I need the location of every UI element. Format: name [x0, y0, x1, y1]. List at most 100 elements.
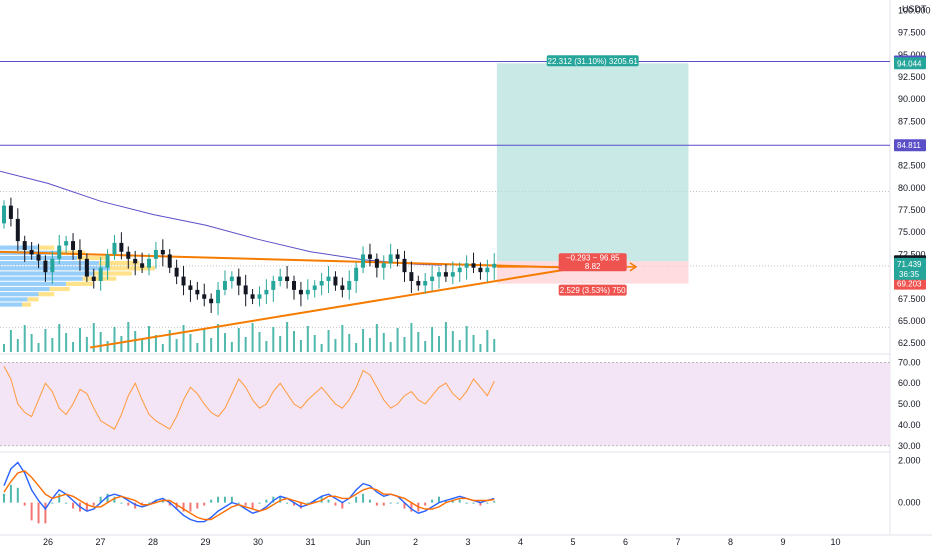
macd-histogram-bar — [334, 502, 337, 506]
candle-body — [64, 241, 69, 246]
candle-body — [423, 281, 428, 286]
candle-body — [188, 285, 193, 290]
candle-body — [133, 258, 138, 264]
volume-bar — [375, 324, 378, 352]
candle-body — [105, 254, 110, 268]
price-tick-label: 72.500 — [898, 249, 926, 259]
candle-body — [271, 281, 276, 290]
volume-bar — [306, 326, 309, 352]
candle-body — [437, 272, 442, 277]
macd-histogram-bar — [465, 502, 468, 504]
volume-profile-bar — [0, 245, 39, 250]
volume-bar — [272, 327, 275, 352]
volume-profile-bar — [99, 261, 140, 266]
candle-body — [354, 267, 359, 282]
volume-bar — [210, 338, 213, 352]
time-tick-label: 7 — [675, 537, 680, 547]
candle-body — [388, 254, 393, 264]
volume-bar — [134, 331, 137, 352]
volume-profile-bar — [38, 245, 55, 250]
time-tick-label: 26 — [43, 537, 53, 547]
center-label-1: −0.293 ~ 96.85 — [566, 254, 620, 263]
time-tick-label: Jun — [356, 537, 371, 547]
price-tick-label: 95.000 — [898, 50, 926, 60]
volume-bar — [168, 330, 171, 352]
price-badge — [894, 139, 926, 152]
price-tick-label: 97.500 — [898, 28, 926, 38]
macd-histogram-bar — [230, 496, 233, 503]
volume-bar — [465, 326, 468, 352]
volume-bar — [493, 339, 496, 352]
macd-histogram-bar — [44, 502, 47, 524]
candle-body — [395, 254, 400, 259]
price-tick-label: 77.500 — [898, 205, 926, 215]
macd-histogram-bar — [189, 502, 192, 512]
volume-profile-bar — [49, 286, 70, 292]
volume-profile-bar — [66, 281, 93, 286]
time-tick-label: 10 — [830, 537, 840, 547]
price-tick-label: 100.000 — [898, 5, 931, 15]
volume-bar — [78, 328, 81, 352]
stop-label: 2.529 (3.53%) 750 — [560, 286, 626, 295]
candle-body — [167, 254, 172, 268]
volume-bar — [396, 328, 399, 352]
countdown-label: 36:35 — [899, 270, 920, 279]
macd-histogram-bar — [210, 499, 213, 503]
macd-tick-label: 0.000 — [898, 498, 921, 508]
candle-body — [326, 276, 331, 282]
candle-body — [98, 267, 103, 282]
candle-body — [285, 276, 290, 282]
macd-histogram-bar — [99, 496, 102, 503]
price-tick-label: 62.500 — [898, 338, 926, 348]
candle-body — [305, 289, 310, 295]
candle-body — [195, 289, 200, 295]
macd-histogram-bar — [85, 502, 88, 512]
macd-histogram-bar — [375, 502, 378, 506]
projection-arrow-head — [629, 262, 638, 272]
candle-body — [409, 272, 414, 282]
volume-bar — [37, 343, 40, 352]
price-badge-label: 71.439 — [897, 260, 922, 269]
stop-label-box — [558, 284, 627, 296]
macd-histogram-bar — [148, 502, 151, 504]
macd-histogram-bar — [424, 502, 427, 506]
candle-body — [15, 218, 20, 242]
macd-histogram-bar — [265, 499, 268, 503]
macd-histogram-bar — [389, 502, 392, 504]
volume-bar — [299, 340, 302, 352]
price-tick-label: 65.000 — [898, 316, 926, 326]
macd-histogram-bar — [203, 502, 206, 506]
volume-bar — [230, 342, 233, 352]
candle-body — [264, 289, 269, 295]
volume-bar — [279, 336, 282, 352]
target-label: 22.312 (31.10%) 3205.61 — [548, 57, 639, 66]
volume-profile-bar — [0, 276, 83, 281]
macd-histogram-bar — [217, 496, 220, 503]
volume-bar — [479, 344, 482, 352]
candle-body — [112, 242, 117, 255]
volume-bar — [313, 335, 316, 352]
candle-body — [126, 251, 131, 259]
candle-body — [443, 272, 448, 277]
volume-bar — [92, 323, 95, 352]
macd-histogram-bar — [403, 502, 406, 509]
volume-profile-bar — [0, 297, 28, 302]
macd-histogram-bar — [286, 502, 289, 504]
candle-body — [374, 258, 379, 268]
volume-bar — [341, 325, 344, 352]
macd-histogram-bar — [293, 502, 296, 506]
volume-bar — [382, 333, 385, 352]
countdown-badge — [894, 268, 926, 280]
macd-histogram-bar — [237, 502, 240, 504]
volume-bar — [320, 344, 323, 352]
macd-histogram-bar — [382, 502, 385, 506]
candle-body — [50, 258, 55, 273]
macd-histogram-bar — [3, 493, 5, 503]
candle-body — [492, 263, 497, 268]
volume-profile-bar — [77, 255, 109, 261]
time-tick-label: 9 — [780, 537, 785, 547]
candle-body — [298, 289, 303, 295]
macd-tick-label: 2.000 — [898, 455, 921, 465]
candle-body — [367, 254, 372, 259]
